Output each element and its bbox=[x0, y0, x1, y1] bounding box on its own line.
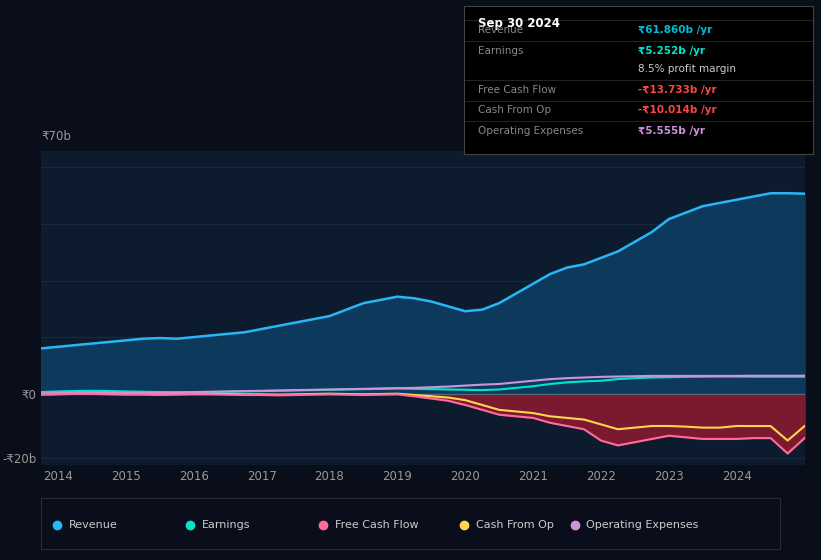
Text: 8.5% profit margin: 8.5% profit margin bbox=[639, 64, 736, 74]
Text: Free Cash Flow: Free Cash Flow bbox=[335, 520, 419, 530]
Text: Cash From Op: Cash From Op bbox=[478, 105, 551, 115]
Text: Free Cash Flow: Free Cash Flow bbox=[478, 85, 556, 95]
Text: ₹5.555b /yr: ₹5.555b /yr bbox=[639, 126, 705, 136]
Text: -₹10.014b /yr: -₹10.014b /yr bbox=[639, 105, 717, 115]
Text: Sep 30 2024: Sep 30 2024 bbox=[478, 17, 560, 30]
Text: -₹13.733b /yr: -₹13.733b /yr bbox=[639, 85, 717, 95]
Text: Cash From Op: Cash From Op bbox=[475, 520, 553, 530]
Text: ₹61.860b /yr: ₹61.860b /yr bbox=[639, 25, 713, 35]
Text: Operating Expenses: Operating Expenses bbox=[478, 126, 583, 136]
Text: Earnings: Earnings bbox=[202, 520, 250, 530]
Text: Revenue: Revenue bbox=[69, 520, 118, 530]
Text: Revenue: Revenue bbox=[478, 25, 523, 35]
Text: Operating Expenses: Operating Expenses bbox=[586, 520, 699, 530]
Text: ₹70b: ₹70b bbox=[41, 130, 71, 143]
Text: ₹5.252b /yr: ₹5.252b /yr bbox=[639, 46, 705, 56]
Text: Earnings: Earnings bbox=[478, 46, 523, 56]
